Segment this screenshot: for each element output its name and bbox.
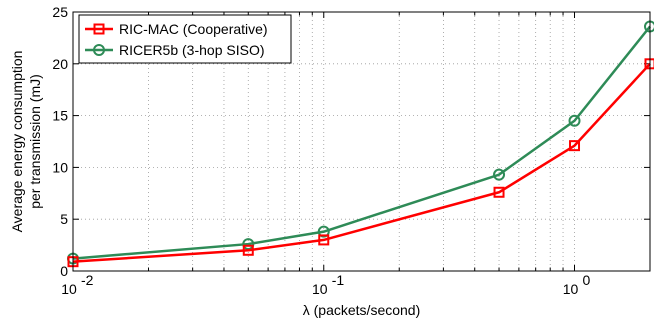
x-tick-exponent: -2 xyxy=(81,272,94,288)
data-point xyxy=(493,186,505,198)
legend: RIC-MAC (Cooperative) RICER5b (3-hop SISO… xyxy=(78,14,292,64)
y-tick-label: 0 xyxy=(60,263,68,279)
y-tick-label: 10 xyxy=(52,159,68,175)
y-tick-label: 5 xyxy=(60,211,68,227)
x-tick-exponent: 0 xyxy=(583,272,591,288)
series-layer xyxy=(67,20,654,268)
plot-frame xyxy=(72,11,651,272)
y-tick-label: 20 xyxy=(52,56,68,72)
data-point xyxy=(318,234,330,246)
legend-marker xyxy=(93,44,105,56)
data-point xyxy=(242,244,254,256)
data-point xyxy=(493,168,506,181)
legend-label: RIC-MAC (Cooperative) xyxy=(119,21,268,37)
x-tick-label: 10 xyxy=(563,281,579,297)
data-point xyxy=(569,140,581,152)
series-line xyxy=(72,62,651,263)
y-tick-label: 25 xyxy=(52,4,68,20)
data-point xyxy=(317,225,330,238)
x-tick-label: 10 xyxy=(312,281,328,297)
y-tick-label: 15 xyxy=(52,108,68,124)
legend-marker xyxy=(93,23,105,35)
legend-box xyxy=(78,14,292,64)
x-tick-label: 10 xyxy=(61,281,77,297)
y-axis-label-line-2: per transmission (mJ) xyxy=(27,74,43,209)
x-axis-label: λ (packets/second) xyxy=(303,302,421,318)
series-line xyxy=(72,25,651,260)
series-square xyxy=(67,58,654,268)
data-point xyxy=(568,114,581,127)
x-tick-exponent: -1 xyxy=(332,272,345,288)
legend-label: RICER5b (3-hop SISO) xyxy=(119,42,265,58)
y-axis-label-line-1: Average energy consumption xyxy=(9,51,25,233)
